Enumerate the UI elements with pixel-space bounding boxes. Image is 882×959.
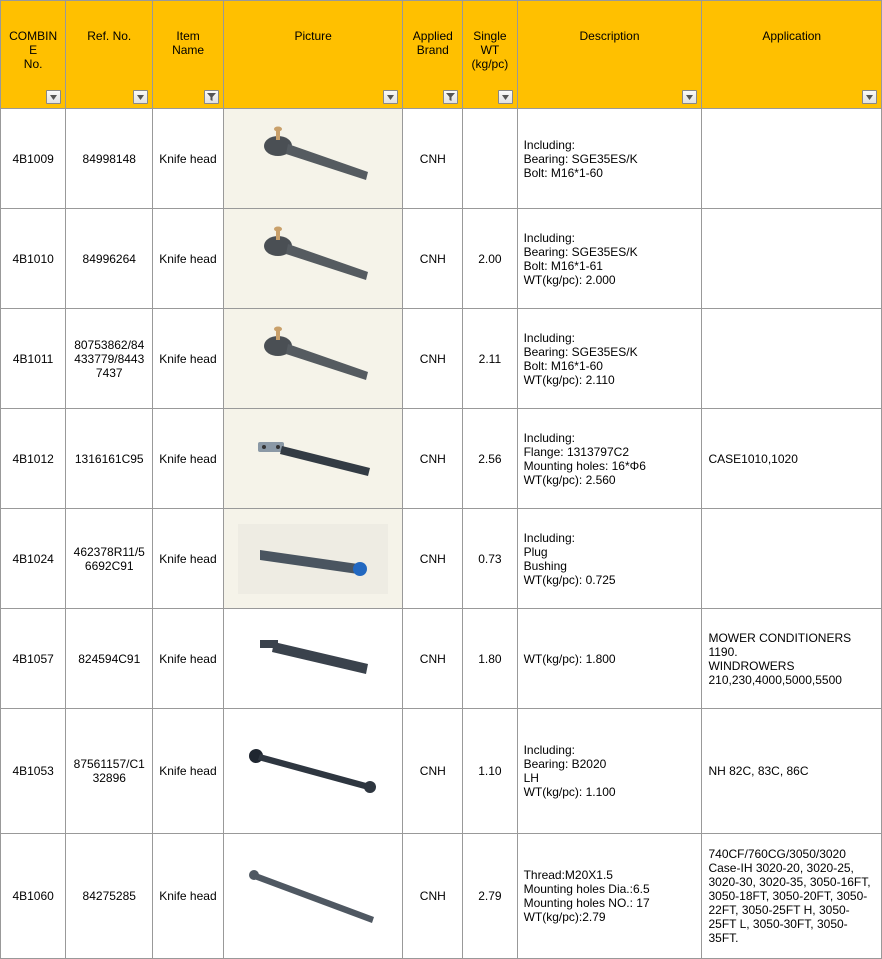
cell-item: Knife head (153, 509, 224, 609)
header-label: Applied Brand (409, 29, 456, 57)
cell-brand: CNH (403, 109, 463, 209)
cell-wt: 2.56 (463, 409, 517, 509)
cell-item: Knife head (153, 609, 224, 709)
table-row: 4B1024462378R11/56692C91Knife head CNH0.7… (1, 509, 882, 609)
cell-picture (223, 409, 402, 509)
cell-application (702, 309, 882, 409)
cell-brand: CNH (403, 709, 463, 834)
column-header-wt: Single WT (kg/pc) (463, 1, 517, 109)
table-row: 4B106084275285Knife head CNH2.79Thread:M2… (1, 834, 882, 959)
table-row: 4B101180753862/84433779/84437437Knife he… (1, 309, 882, 409)
cell-combine: 4B1060 (1, 834, 66, 959)
cell-picture (223, 509, 402, 609)
cell-item: Knife head (153, 209, 224, 309)
cell-item: Knife head (153, 409, 224, 509)
cell-ref: 84996264 (66, 209, 153, 309)
cell-description: Including: Bearing: SGE35ES/K Bolt: M16*… (517, 309, 702, 409)
cell-brand: CNH (403, 509, 463, 609)
cell-item: Knife head (153, 834, 224, 959)
table-row: 4B101084996264Knife head CNH2.00Including… (1, 209, 882, 309)
cell-wt: 2.79 (463, 834, 517, 959)
table-row: 4B10121316161C95Knife head CNH2.56Includi… (1, 409, 882, 509)
cell-combine: 4B1057 (1, 609, 66, 709)
cell-application (702, 109, 882, 209)
column-header-picture: Picture (223, 1, 402, 109)
table-row: 4B1057824594C91Knife head CNH1.80WT(kg/pc… (1, 609, 882, 709)
cell-picture (223, 609, 402, 709)
cell-description: Including: Plug Bushing WT(kg/pc): 0.725 (517, 509, 702, 609)
cell-wt: 1.80 (463, 609, 517, 709)
cell-application (702, 209, 882, 309)
cell-combine: 4B1012 (1, 409, 66, 509)
cell-wt: 2.00 (463, 209, 517, 309)
cell-combine: 4B1053 (1, 709, 66, 834)
header-row: COMBINE No. Ref. No. Item Name Picture Appli… (1, 1, 882, 109)
cell-wt: 1.10 (463, 709, 517, 834)
cell-picture (223, 834, 402, 959)
cell-picture (223, 709, 402, 834)
cell-application: MOWER CONDITIONERS 1190. WINDROWERS 210,… (702, 609, 882, 709)
cell-ref: 87561157/C132896 (66, 709, 153, 834)
cell-ref: 84275285 (66, 834, 153, 959)
cell-description: Including: Flange: 1313797C2 Mounting ho… (517, 409, 702, 509)
cell-wt: 2.11 (463, 309, 517, 409)
cell-description: Including: Bearing: SGE35ES/K Bolt: M16*… (517, 209, 702, 309)
header-label: COMBINE No. (7, 29, 59, 71)
column-header-app: Application (702, 1, 882, 109)
header-label: Item Name (159, 29, 217, 57)
column-header-desc: Description (517, 1, 702, 109)
cell-picture (223, 309, 402, 409)
cell-application (702, 509, 882, 609)
parts-table: COMBINE No. Ref. No. Item Name Picture Appli… (0, 0, 882, 959)
header-label: Application (708, 29, 875, 43)
header-label: Ref. No. (72, 29, 146, 43)
header-label: Description (524, 29, 696, 43)
cell-picture (223, 209, 402, 309)
filter-dropdown-icon[interactable] (383, 90, 398, 104)
filter-dropdown-icon[interactable] (133, 90, 148, 104)
cell-description: Including: Bearing: B2020 LH WT(kg/pc): … (517, 709, 702, 834)
cell-combine: 4B1011 (1, 309, 66, 409)
cell-ref: 84998148 (66, 109, 153, 209)
cell-brand: CNH (403, 609, 463, 709)
filter-dropdown-icon[interactable] (682, 90, 697, 104)
cell-description: WT(kg/pc): 1.800 (517, 609, 702, 709)
table-row: 4B105387561157/C132896Knife head CNH1.10I… (1, 709, 882, 834)
cell-ref: 462378R11/56692C91 (66, 509, 153, 609)
table-row: 4B100984998148Knife head CNH Including: Be… (1, 109, 882, 209)
cell-ref: 80753862/84433779/84437437 (66, 309, 153, 409)
header-label: Picture (230, 29, 396, 43)
cell-brand: CNH (403, 834, 463, 959)
cell-wt (463, 109, 517, 209)
cell-ref: 824594C91 (66, 609, 153, 709)
filter-funnel-icon[interactable] (443, 90, 458, 104)
cell-item: Knife head (153, 309, 224, 409)
filter-dropdown-icon[interactable] (862, 90, 877, 104)
header-label: Single WT (kg/pc) (469, 29, 510, 71)
cell-application: 740CF/760CG/3050/3020 Case-IH 3020-20, 3… (702, 834, 882, 959)
cell-picture (223, 109, 402, 209)
column-header-ref: Ref. No. (66, 1, 153, 109)
filter-dropdown-icon[interactable] (498, 90, 513, 104)
column-header-item: Item Name (153, 1, 224, 109)
cell-description: Including: Bearing: SGE35ES/K Bolt: M16*… (517, 109, 702, 209)
filter-funnel-icon[interactable] (204, 90, 219, 104)
cell-combine: 4B1024 (1, 509, 66, 609)
cell-application: NH 82C, 83C, 86C (702, 709, 882, 834)
cell-brand: CNH (403, 209, 463, 309)
cell-wt: 0.73 (463, 509, 517, 609)
cell-item: Knife head (153, 709, 224, 834)
cell-application: CASE1010,1020 (702, 409, 882, 509)
cell-ref: 1316161C95 (66, 409, 153, 509)
cell-item: Knife head (153, 109, 224, 209)
column-header-brand: Applied Brand (403, 1, 463, 109)
cell-brand: CNH (403, 409, 463, 509)
table-body: 4B100984998148Knife headCNHIncluding: Be… (1, 109, 882, 959)
cell-combine: 4B1009 (1, 109, 66, 209)
cell-combine: 4B1010 (1, 209, 66, 309)
cell-description: Thread:M20X1.5 Mounting holes Dia.:6.5 M… (517, 834, 702, 959)
cell-brand: CNH (403, 309, 463, 409)
column-header-combine: COMBINE No. (1, 1, 66, 109)
filter-dropdown-icon[interactable] (46, 90, 61, 104)
